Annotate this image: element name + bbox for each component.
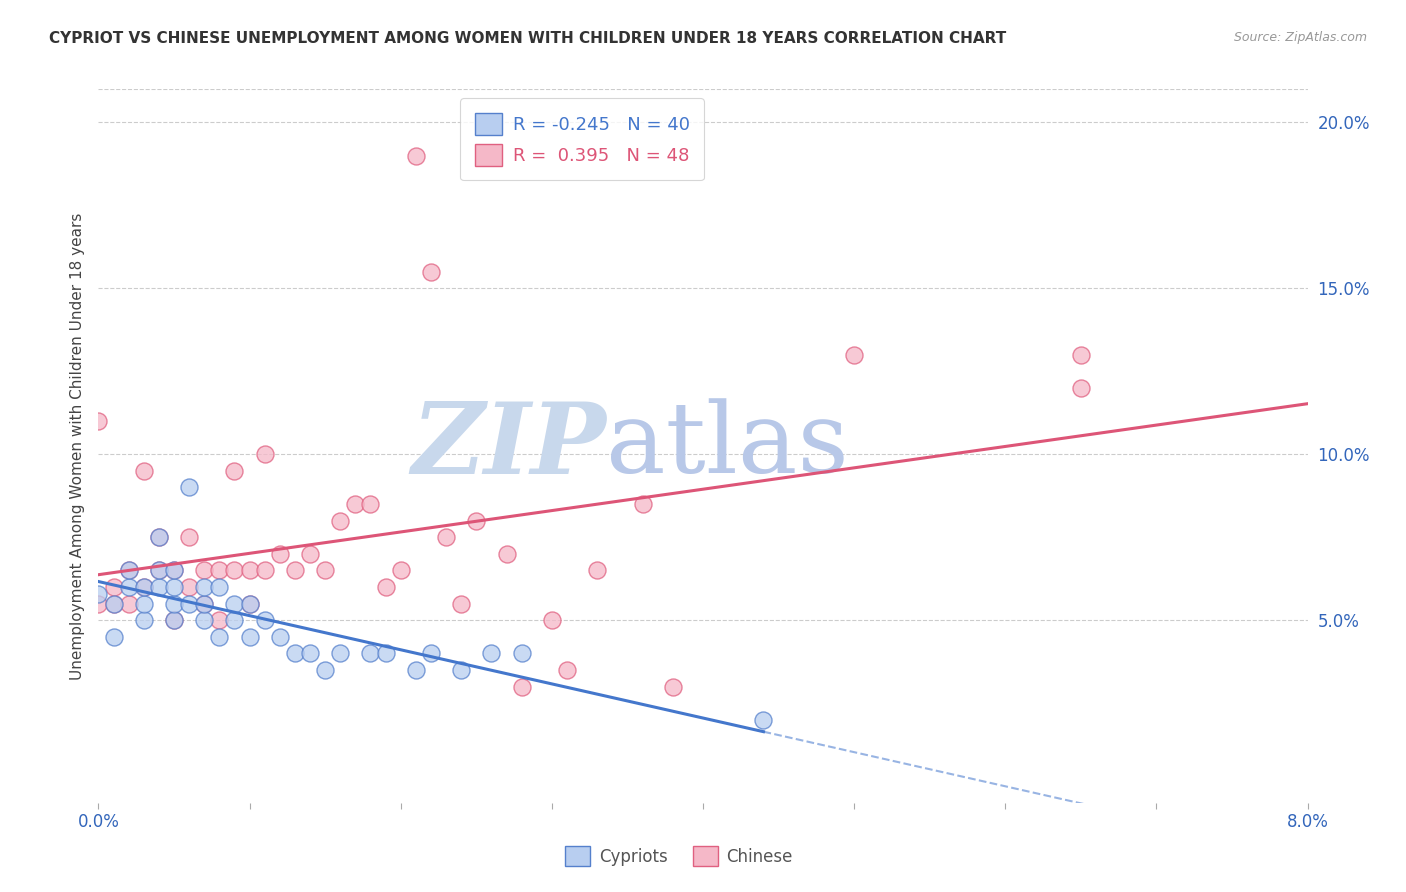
Point xyxy=(450,663,472,677)
Point xyxy=(510,680,533,694)
Point xyxy=(224,613,246,627)
Point xyxy=(132,613,155,627)
Point xyxy=(555,663,578,677)
Point xyxy=(208,630,231,644)
Point xyxy=(481,647,503,661)
Point xyxy=(179,597,201,611)
Point xyxy=(132,464,155,478)
Point xyxy=(284,564,307,578)
Point xyxy=(420,647,443,661)
Point xyxy=(87,414,110,428)
Point xyxy=(374,647,396,661)
Point xyxy=(193,580,215,594)
Point xyxy=(148,580,170,594)
Point xyxy=(193,564,215,578)
Point xyxy=(662,680,685,694)
Point xyxy=(193,597,215,611)
Point xyxy=(299,647,322,661)
Point xyxy=(118,597,141,611)
Point xyxy=(193,597,215,611)
Point xyxy=(163,580,186,594)
Point xyxy=(208,613,231,627)
Point xyxy=(179,481,201,495)
Point xyxy=(299,547,322,561)
Point xyxy=(103,597,125,611)
Point xyxy=(87,597,110,611)
Point xyxy=(224,464,246,478)
Point xyxy=(631,497,654,511)
Point xyxy=(1070,348,1092,362)
Point xyxy=(163,564,186,578)
Point xyxy=(420,265,443,279)
Point xyxy=(844,348,866,362)
Point xyxy=(224,597,246,611)
Point xyxy=(163,613,186,627)
Point xyxy=(179,530,201,544)
Point xyxy=(360,647,382,661)
Y-axis label: Unemployment Among Women with Children Under 18 years: Unemployment Among Women with Children U… xyxy=(69,212,84,680)
Point xyxy=(132,580,155,594)
Text: CYPRIOT VS CHINESE UNEMPLOYMENT AMONG WOMEN WITH CHILDREN UNDER 18 YEARS CORRELA: CYPRIOT VS CHINESE UNEMPLOYMENT AMONG WO… xyxy=(49,31,1007,46)
Point xyxy=(465,514,488,528)
Point xyxy=(239,630,262,644)
Point xyxy=(118,564,141,578)
Point xyxy=(132,580,155,594)
Point xyxy=(314,663,336,677)
Point xyxy=(389,564,412,578)
Point xyxy=(239,597,262,611)
Point xyxy=(103,580,125,594)
Text: ZIP: ZIP xyxy=(412,398,606,494)
Point xyxy=(284,647,307,661)
Text: Source: ZipAtlas.com: Source: ZipAtlas.com xyxy=(1233,31,1367,45)
Point xyxy=(450,597,472,611)
Point xyxy=(239,564,262,578)
Point xyxy=(495,547,517,561)
Point xyxy=(148,564,170,578)
Point xyxy=(374,580,396,594)
Point xyxy=(269,547,291,561)
Point xyxy=(118,580,141,594)
Point xyxy=(208,564,231,578)
Point xyxy=(87,587,110,601)
Point xyxy=(179,580,201,594)
Point xyxy=(269,630,291,644)
Point xyxy=(314,564,336,578)
Point xyxy=(586,564,609,578)
Point xyxy=(752,713,775,727)
Point xyxy=(329,514,352,528)
Point xyxy=(434,530,457,544)
Point xyxy=(148,530,170,544)
Point xyxy=(253,564,276,578)
Point xyxy=(253,613,276,627)
Point xyxy=(163,597,186,611)
Point xyxy=(103,597,125,611)
Point xyxy=(344,497,367,511)
Point xyxy=(132,597,155,611)
Text: atlas: atlas xyxy=(606,398,849,494)
Point xyxy=(405,663,427,677)
Point xyxy=(329,647,352,661)
Point xyxy=(224,564,246,578)
Point xyxy=(510,647,533,661)
Point xyxy=(148,530,170,544)
Legend: Cypriots, Chinese: Cypriots, Chinese xyxy=(558,839,799,873)
Point xyxy=(208,580,231,594)
Point xyxy=(360,497,382,511)
Point xyxy=(541,613,564,627)
Point xyxy=(253,447,276,461)
Point xyxy=(148,564,170,578)
Point xyxy=(193,613,215,627)
Point xyxy=(163,613,186,627)
Point xyxy=(405,148,427,162)
Point xyxy=(1070,381,1092,395)
Point xyxy=(239,597,262,611)
Point xyxy=(118,564,141,578)
Point xyxy=(163,564,186,578)
Point xyxy=(103,630,125,644)
